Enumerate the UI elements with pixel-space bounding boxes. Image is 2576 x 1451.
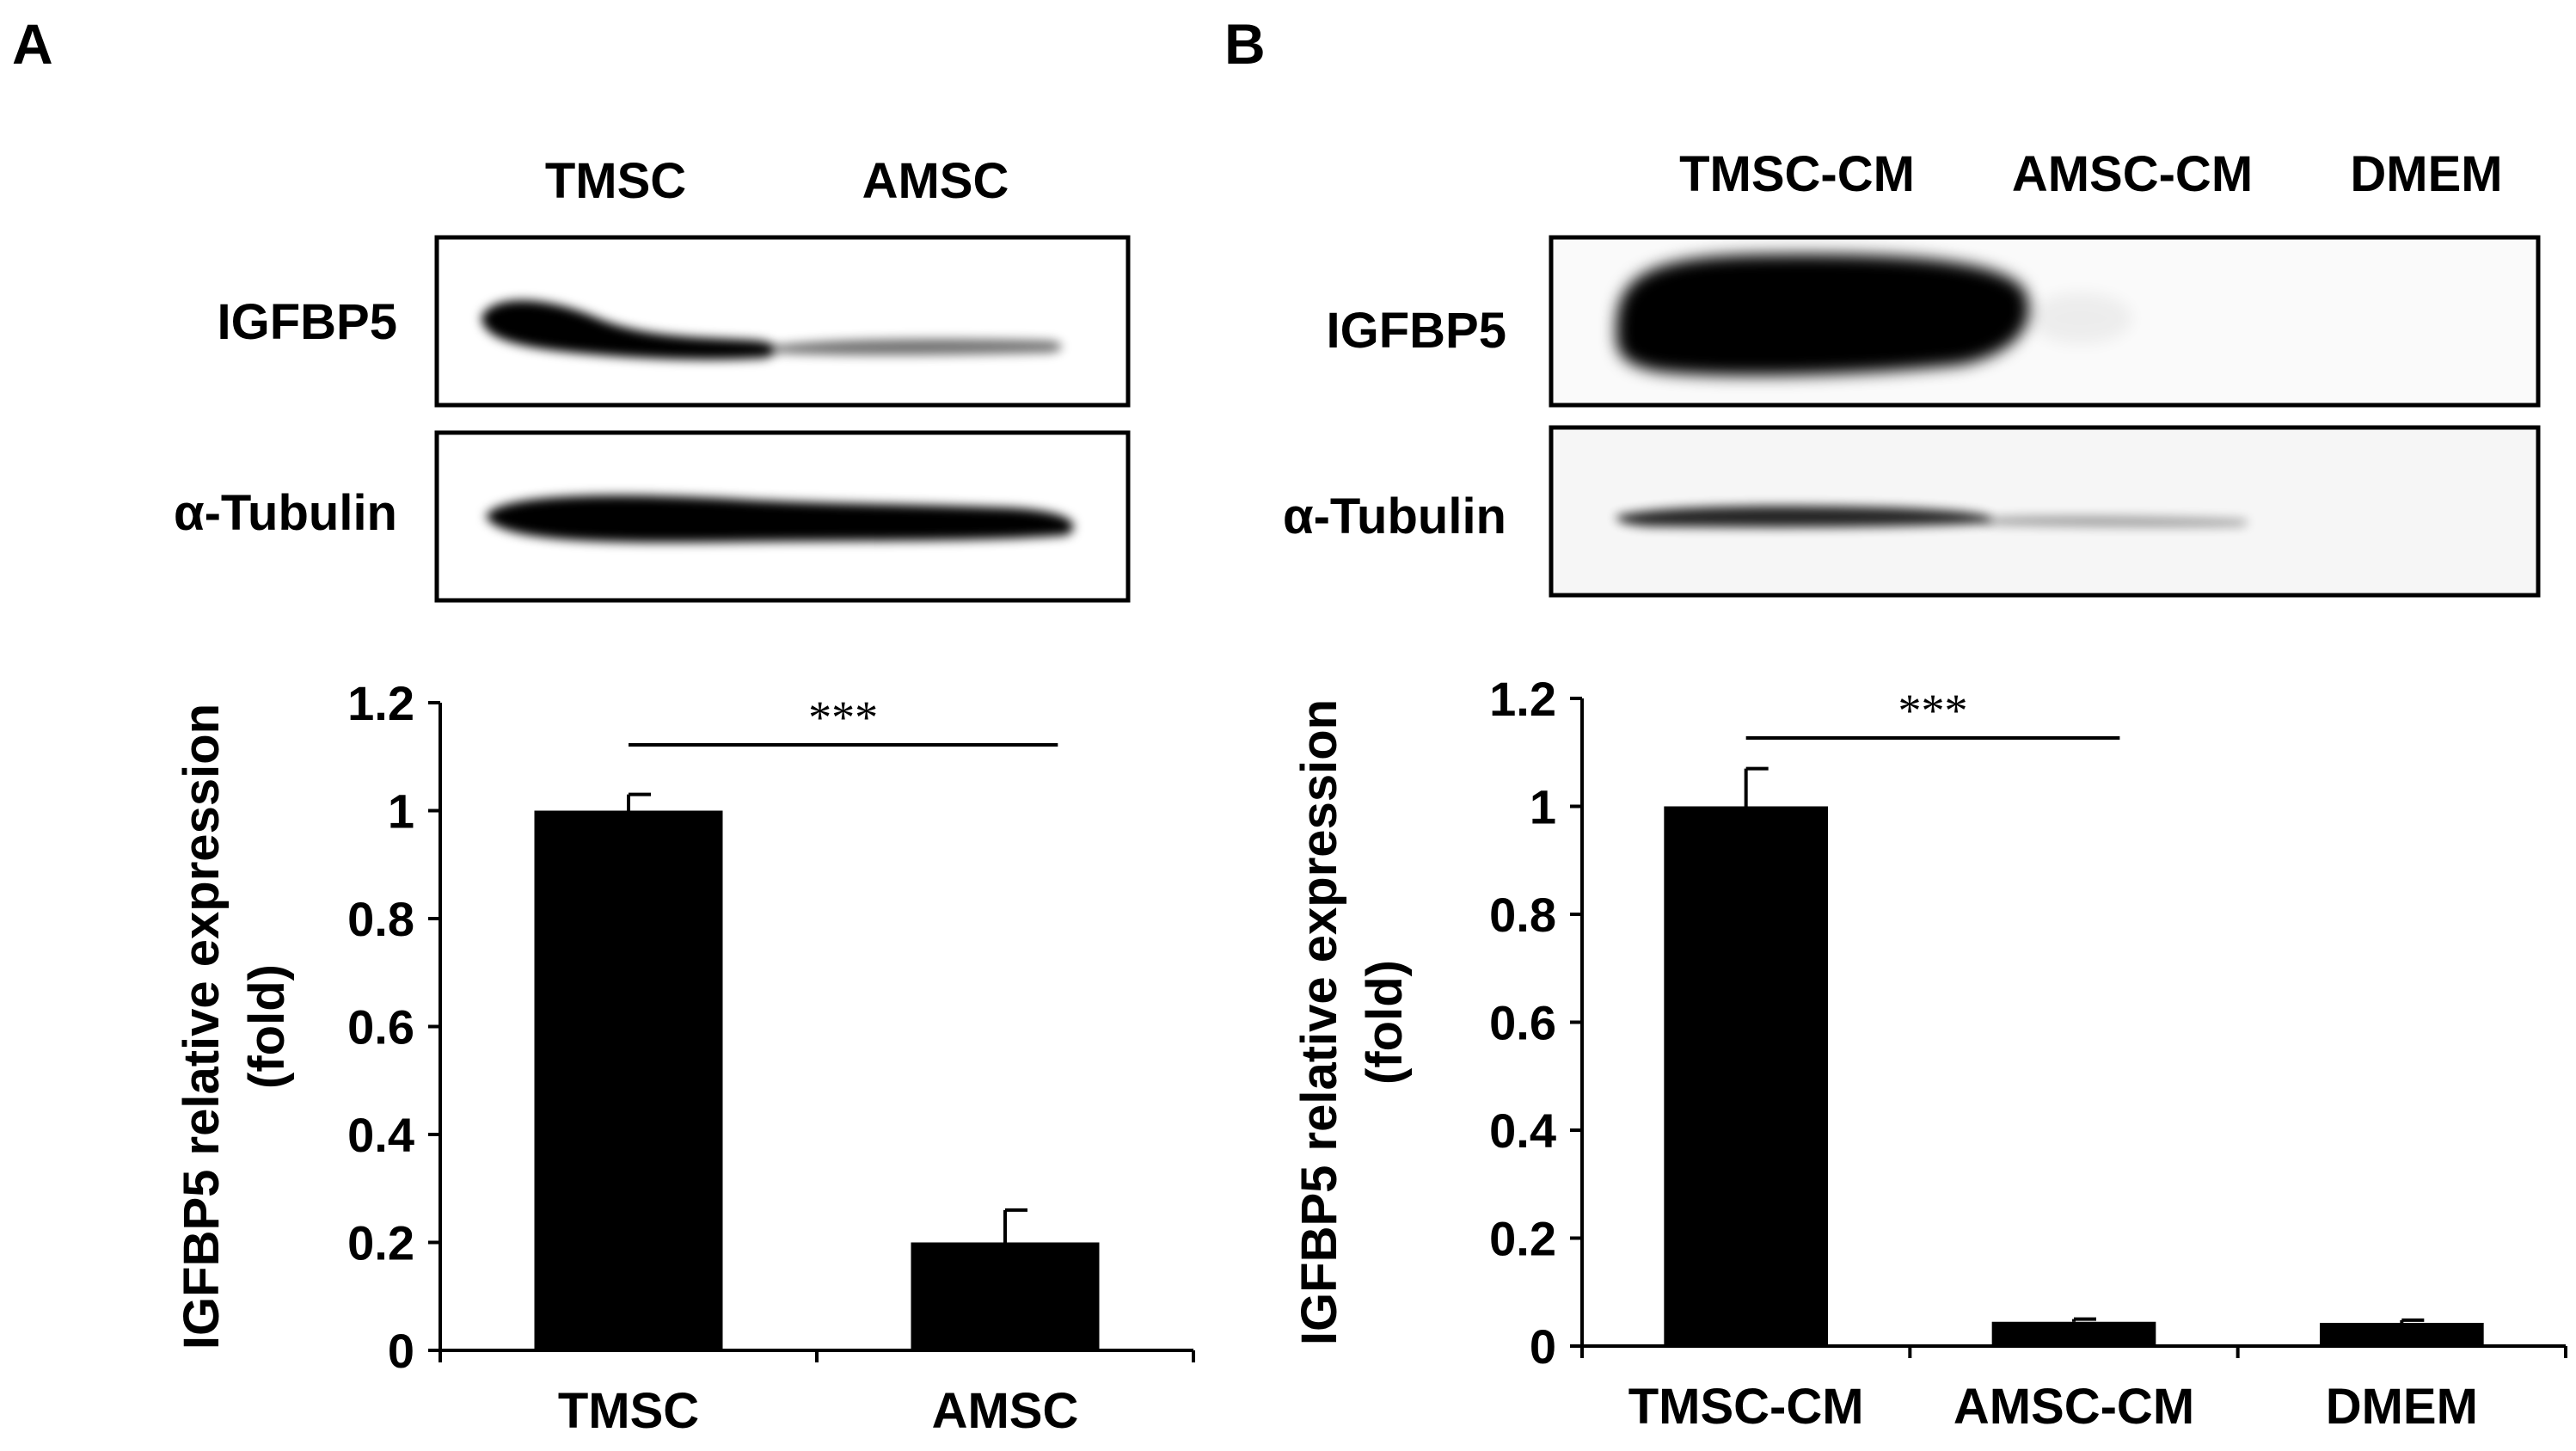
chart-b-x-ticks: TMSC-CM AMSC-CM DMEM [1580,1346,2567,1435]
blot-a-band [481,300,776,360]
chart-a-x-tick-label: TMSC [558,1383,699,1439]
chart-b-y-tick-label: 0.4 [1489,1104,1556,1158]
chart-a: 0 0.2 0.4 0.6 0.8 1 1.2 TMSC AMSC *** IGFBP5 re… [174,676,1195,1439]
chart-a-y-tick-label: 0.6 [347,1000,414,1054]
chart-b-y-label: IGFBP5 relative expression [1291,699,1347,1345]
chart-b-y-tick-label: 0 [1530,1319,1556,1374]
chart-a-significance-label: *** [808,692,878,743]
chart-b-y-tick-label: 1 [1530,780,1556,834]
chart-a-bar [534,810,723,1350]
chart-a-x-tick-label: AMSC [932,1383,1079,1439]
chart-a-bar [911,1242,1100,1350]
blot-b-band [1986,515,2248,527]
chart-b-bars [1664,766,2484,1346]
chart-a-y-ticks: 0 0.2 0.4 0.6 0.8 1 1.2 [347,676,440,1378]
chart-a-y-tick-label: 0.2 [347,1216,414,1270]
chart-a-y-tick-label: 0.4 [347,1108,414,1162]
chart-b-bar [2320,1323,2484,1346]
blot-b-band [1616,254,2029,376]
blot-b-lane-label: TMSC-CM [1679,146,1915,202]
chart-a-y-label-unit: (fold) [239,964,295,1089]
blot-b-band [2029,292,2132,344]
blot-b-band [1616,506,1991,528]
blot-a-band [774,339,1062,355]
blot-a-row-label: α-Tubulin [174,485,397,541]
chart-b-y-label-unit: (fold) [1357,960,1413,1085]
blot-a-lane-label: AMSC [862,153,1009,209]
chart-b-y-tick-label: 1.2 [1489,672,1556,726]
chart-b-y-tick-label: 0.6 [1489,996,1556,1050]
blot-b-row-label: IGFBP5 [1327,303,1507,359]
chart-b-y-ticks: 0 0.2 0.4 0.6 0.8 1 1.2 [1489,672,1582,1374]
chart-a-y-tick-label: 1.2 [347,676,414,730]
blot-b-row-label: α-Tubulin [1283,489,1506,544]
blot-a-lane-label: TMSC [545,153,686,209]
panel-letter-b: B [1224,12,1266,76]
blot-b-lane-label: DMEM [2350,146,2502,202]
chart-a-significance: *** [629,692,1058,747]
chart-b-y-tick-label: 0.8 [1489,888,1556,942]
chart-b-y-tick-label: 0.2 [1489,1212,1556,1266]
chart-b-bar [1991,1321,2156,1346]
chart-b-significance: *** [1745,685,2120,740]
chart-a-x-ticks: TMSC AMSC [439,1350,1195,1439]
chart-b-x-tick-label: TMSC-CM [1628,1379,1864,1435]
chart-a-y-tick-label: 0 [388,1324,414,1378]
blot-a-row-label: IGFBP5 [218,294,398,350]
blot-a: TMSC AMSC IGFBP5 α-Tubulin [174,153,1131,603]
chart-a-y-label: IGFBP5 relative expression [174,704,230,1350]
chart-b-significance-label: *** [1898,685,1968,736]
panel-letter-a: A [12,12,53,76]
chart-a-y-tick-label: 1 [388,784,414,839]
chart-b: 0 0.2 0.4 0.6 0.8 1 1.2 TMSC-CM AMSC-CM DMEM ***… [1291,672,2567,1435]
blot-a-band [486,495,1074,543]
blot-b-lane-label: AMSC-CM [2012,146,2253,202]
chart-b-bar [1664,806,1828,1346]
blot-b: TMSC-CM AMSC-CM DMEM IGFBP5 α-Tubulin [1283,146,2541,598]
chart-a-bars [534,792,1100,1350]
chart-b-x-tick-label: DMEM [2326,1379,2478,1435]
chart-a-y-tick-label: 0.8 [347,892,414,946]
chart-b-x-tick-label: AMSC-CM [1953,1379,2194,1435]
